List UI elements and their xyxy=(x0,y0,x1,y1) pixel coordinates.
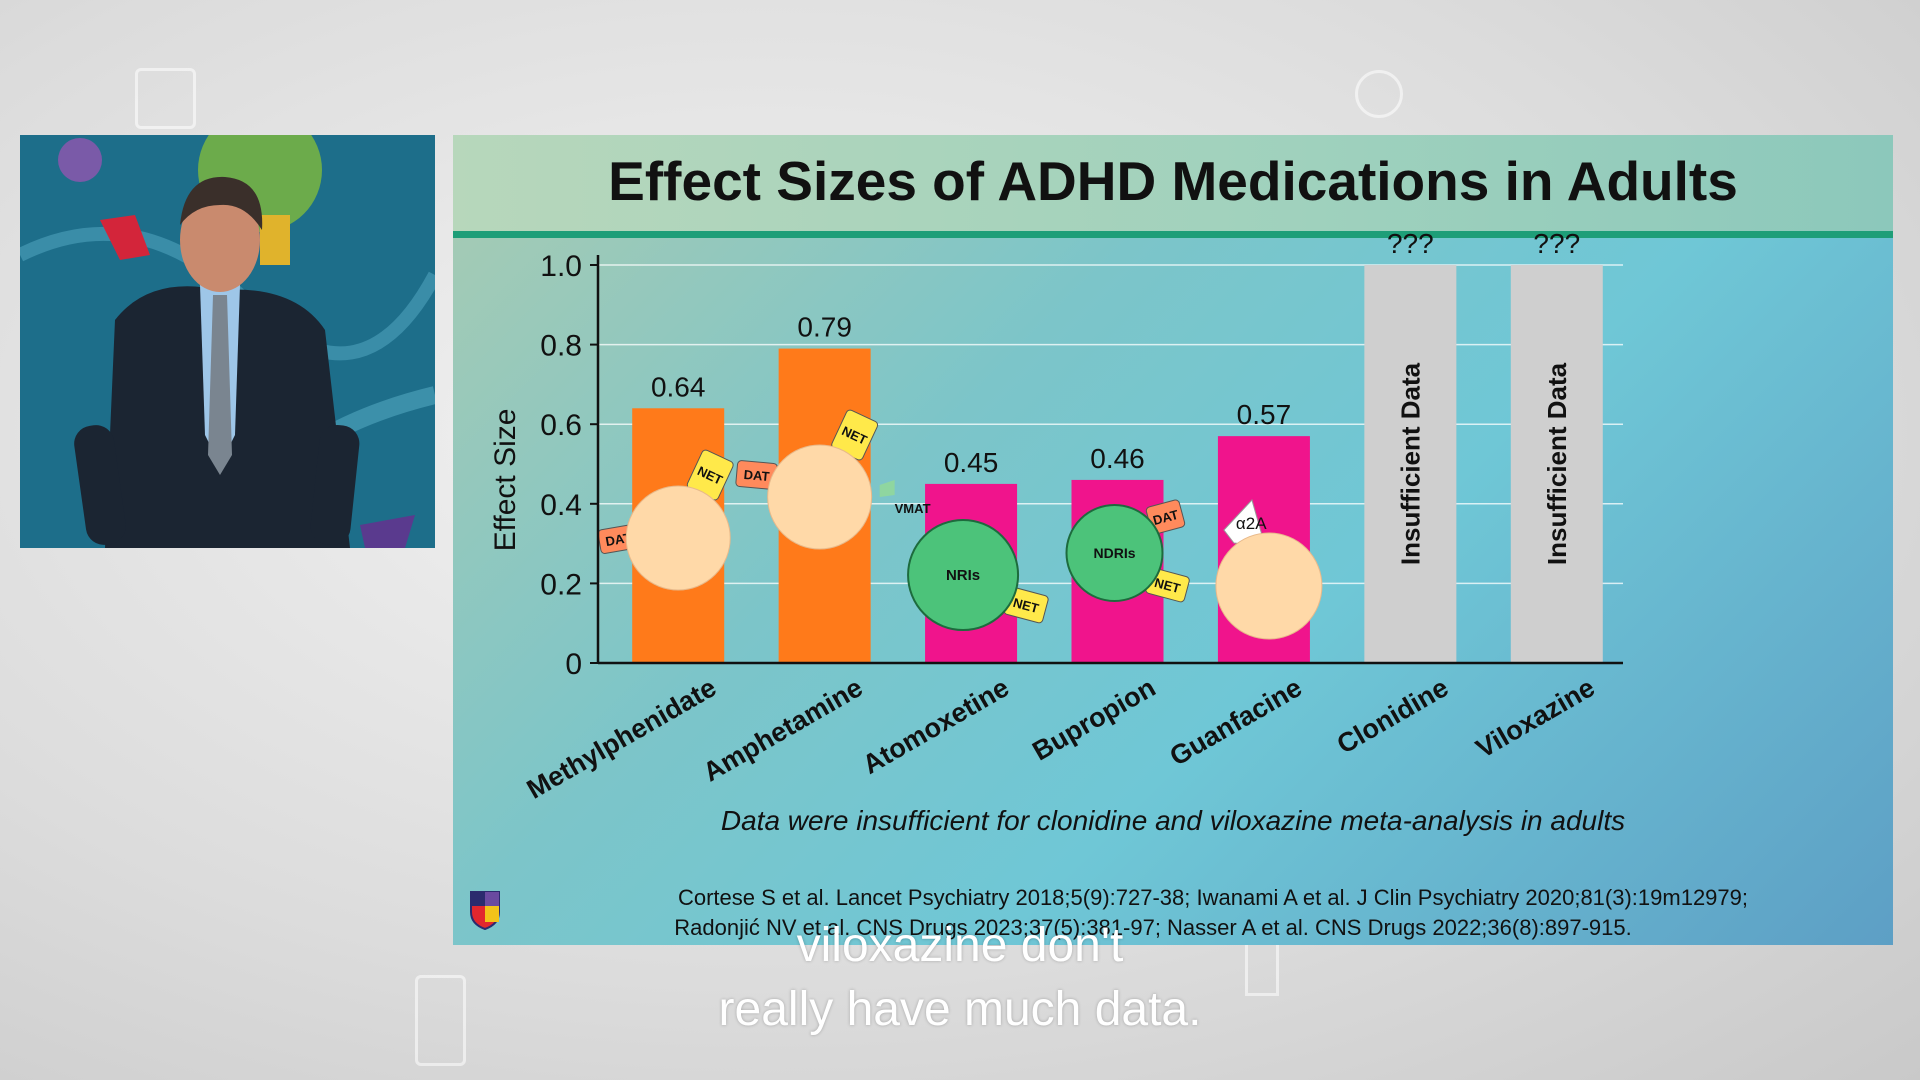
vmat-shape xyxy=(879,480,895,497)
subtitle-line-1: viloxazine don't xyxy=(796,919,1124,972)
value-label-guanfacine: 0.57 xyxy=(1237,399,1292,430)
insufficient-data-label: Insufficient Data xyxy=(1395,362,1425,565)
dat-tag-text: DAT xyxy=(604,530,632,549)
x-category-label: Clonidine xyxy=(1332,672,1454,759)
value-label-viloxazine: ??? xyxy=(1533,228,1580,259)
y-tick-label: 0.6 xyxy=(540,409,582,442)
effect-size-chart: Effect Size DAT NET DAT NET VMAT NET NRIs DAT NE… xyxy=(489,228,1623,805)
drug-circle xyxy=(907,519,1020,631)
y-tick-label: 0 xyxy=(565,648,582,681)
speaker-video xyxy=(20,135,435,548)
net-tag: NET xyxy=(831,409,879,461)
ndris-label: NDRIs xyxy=(1093,545,1135,561)
background-decoration xyxy=(415,975,466,1066)
value-label-atomoxetine: 0.45 xyxy=(944,447,999,478)
net-tag-text: NET xyxy=(1153,575,1182,596)
slide-footnote: Data were insufficient for clonidine and… xyxy=(720,805,1626,836)
axes xyxy=(590,255,1623,665)
dat-tag-text: DAT xyxy=(1151,507,1180,528)
y-tick-label: 0.8 xyxy=(540,330,582,363)
x-category-label: Atomoxetine xyxy=(857,672,1014,780)
vmat-label: VMAT xyxy=(895,501,931,516)
receptor-circle xyxy=(1215,532,1323,640)
dat-tag: DAT xyxy=(1145,499,1186,535)
presentation-slide: Effect Sizes of ADHD Medications in Adul… xyxy=(453,135,1893,945)
net-tag: NET xyxy=(686,449,734,501)
header-divider xyxy=(453,231,1893,238)
x-category-label: Amphetamine xyxy=(698,672,868,787)
background-decoration xyxy=(1355,70,1403,118)
nris-label: NRIs xyxy=(946,567,980,584)
x-category-label: Methylphenidate xyxy=(522,672,721,804)
dat-tag-text: DAT xyxy=(743,467,770,484)
background-decoration xyxy=(135,68,196,129)
bar-clonidine xyxy=(1364,265,1457,663)
x-category-label: Viloxazine xyxy=(1471,672,1600,764)
receptor-circle xyxy=(767,444,873,550)
subtitle-line-2: really have much data. xyxy=(718,983,1202,1036)
net-tag-text: NET xyxy=(1011,595,1040,616)
speaker-image xyxy=(20,135,435,548)
value-label-clonidine: ??? xyxy=(1387,228,1434,259)
institution-logo xyxy=(470,891,500,930)
y-tick-label: 1.0 xyxy=(540,250,582,283)
value-label-methylphenidate: 0.64 xyxy=(651,371,706,402)
reference-line-2: Radonjić NV et al. CNS Drugs 2023;37(5):… xyxy=(674,915,1632,940)
alpha2a-label: α2A xyxy=(1236,514,1267,533)
x-category-label: Guanfacine xyxy=(1165,672,1307,772)
slide-header: Effect Sizes of ADHD Medications in Adul… xyxy=(453,135,1893,231)
value-label-bupropion: 0.46 xyxy=(1090,443,1145,474)
value-label-amphetamine: 0.79 xyxy=(797,312,852,343)
y-tick-label: 0.2 xyxy=(540,568,582,601)
drug-circle xyxy=(1065,504,1164,602)
mechanism-diagrams: DAT NET DAT NET VMAT NET NRIs DAT NET NDRIs α2A xyxy=(597,409,1323,640)
net-tag: NET xyxy=(1003,586,1049,624)
bar-viloxazine xyxy=(1510,265,1603,663)
y-tick-label: 0.4 xyxy=(540,489,582,522)
receptor-circle xyxy=(625,485,731,591)
dat-tag: DAT xyxy=(735,460,778,490)
y-axis-label: Effect Size xyxy=(489,409,522,552)
x-category-label: Bupropion xyxy=(1027,672,1160,766)
slide-title: Effect Sizes of ADHD Medications in Adul… xyxy=(608,150,1738,212)
insufficient-data-label: Insufficient Data xyxy=(1542,362,1572,565)
reference-line-1: Cortese S et al. Lancet Psychiatry 2018;… xyxy=(677,885,1749,910)
